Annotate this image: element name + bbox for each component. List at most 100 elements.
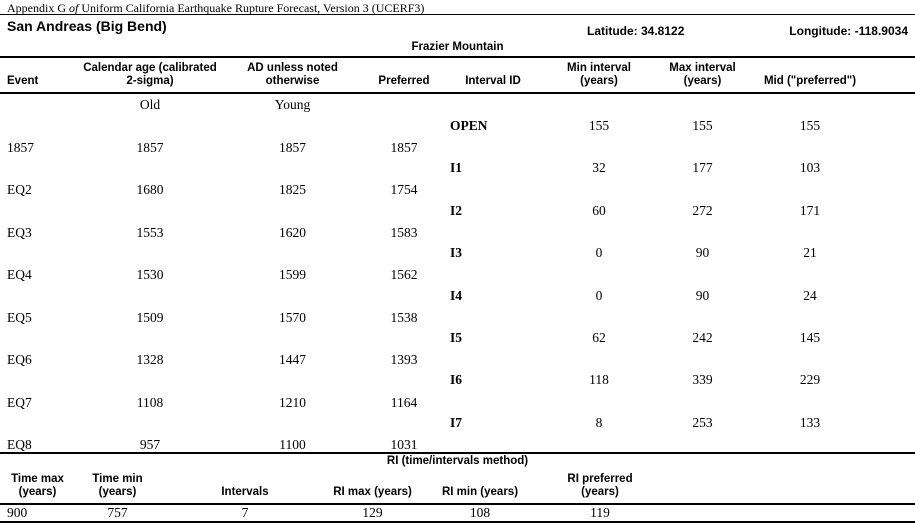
interval-min: 32 (592, 160, 606, 176)
table-row: I6 118 339 229 (443, 367, 915, 409)
event-young-age: 1620 (279, 224, 306, 240)
interval-id: I2 (450, 202, 463, 218)
interval-min: 0 (595, 245, 603, 261)
divider (0, 521, 915, 523)
table-row: EQ8 957 1100 1031 (0, 432, 443, 475)
interval-mid: 145 (799, 329, 821, 345)
column-header-min-interval: Min interval (years) (567, 62, 631, 87)
interval-min: 62 (592, 329, 606, 345)
event-id: EQ4 (7, 267, 32, 282)
column-header-event: Event (7, 74, 39, 87)
interval-min: 60 (592, 202, 606, 218)
event-old-age: 1509 (136, 309, 164, 325)
interval-max: 90 (695, 287, 710, 303)
event-preferred-age: 1393 (390, 352, 418, 367)
appendix-title-of: of (69, 1, 79, 15)
event-old-age: 1553 (136, 224, 164, 240)
column-header-ri-min: RI min (years) (441, 485, 519, 498)
table-row: EQ6 1328 1447 1393 (0, 347, 443, 390)
interval-id: I7 (450, 414, 463, 430)
table-row: EQ2 1680 1825 1754 (0, 177, 443, 220)
event-old-age: 1530 (136, 267, 164, 282)
column-header-ri-max: RI max (years) (333, 485, 412, 498)
subheader-young: Young (274, 97, 311, 112)
column-header-time-min: Time min (years) (92, 473, 143, 498)
event-id: EQ2 (7, 182, 32, 197)
site-name: San Andreas (Big Bend) (7, 18, 167, 34)
time-max-value: 900 (7, 505, 28, 520)
latitude-value: Latitude: 34.8122 (587, 24, 685, 38)
interval-max: 177 (692, 160, 713, 176)
column-header-ad: AD unless noted otherwise (247, 62, 338, 87)
table-row: I7 8 253 133 (443, 410, 915, 452)
longitude-value: Longitude: -118.9034 (789, 24, 908, 38)
table-row: Old Young (0, 92, 443, 135)
column-header-ri-preferred: RI preferred (years) (567, 473, 633, 498)
column-header-interval-id: Interval ID (465, 74, 521, 87)
event-old-age: 1328 (136, 352, 164, 367)
event-id: 1857 (7, 139, 34, 155)
time-min-value: 757 (107, 505, 128, 520)
table-row: EQ5 1509 1570 1538 (0, 305, 443, 348)
divider (0, 92, 915, 94)
interval-id: OPEN (450, 118, 488, 133)
interval-min: 0 (595, 287, 603, 303)
event-preferred-age: 1857 (390, 139, 418, 155)
interval-id: I6 (450, 372, 463, 388)
table-row: EQ4 1530 1599 1562 (0, 262, 443, 305)
intervals-value: 7 (241, 505, 249, 520)
event-preferred-age: 1031 (390, 437, 418, 452)
ri-section-title: RI (time/intervals method) (386, 455, 529, 467)
event-id: EQ6 (7, 352, 32, 367)
divider (0, 452, 915, 454)
interval-min: 8 (595, 414, 603, 430)
interval-mid: 24 (803, 287, 817, 303)
event-preferred-age: 1562 (390, 267, 418, 282)
event-young-age: 1100 (279, 437, 306, 452)
column-header-intervals: Intervals (221, 485, 269, 498)
table-row: OPEN 155 155 155 (443, 113, 915, 155)
event-old-age: 957 (139, 437, 161, 452)
table-row: I2 60 272 171 (443, 198, 915, 240)
table-row: EQ7 1108 1210 1164 (0, 390, 443, 433)
interval-table: OPEN 155 155 155 I1 32 177 103 I2 60 272… (443, 113, 915, 452)
subheader-old: Old (139, 97, 161, 112)
event-young-age: 1447 (279, 352, 306, 367)
column-header-mid-preferred: Mid ("preferred") (763, 74, 857, 87)
page-title: Appendix G of Uniform California Earthqu… (7, 1, 424, 16)
interval-mid: 103 (799, 160, 821, 176)
event-preferred-age: 1164 (390, 394, 418, 410)
table-row: I3 0 90 21 (443, 240, 915, 282)
section-title: Frazier Mountain (411, 41, 504, 53)
event-id: EQ5 (7, 309, 32, 325)
interval-mid: 155 (799, 118, 821, 133)
ri-preferred-value: 119 (590, 505, 610, 520)
table-row: 1857 1857 1857 1857 (0, 135, 443, 178)
event-id: EQ3 (7, 224, 32, 240)
table-row: I1 32 177 103 (443, 155, 915, 197)
divider (0, 14, 915, 15)
interval-mid: 133 (799, 414, 821, 430)
table-row: I5 62 242 145 (443, 325, 915, 367)
interval-max: 339 (692, 372, 713, 388)
interval-max: 253 (692, 414, 713, 430)
interval-max: 155 (692, 118, 713, 133)
table-row: I4 0 90 24 (443, 283, 915, 325)
column-header-preferred: Preferred (378, 74, 430, 87)
interval-id: I1 (450, 160, 463, 176)
column-header-max-interval: Max interval (years) (669, 62, 736, 87)
event-table: Old Young 1857 1857 1857 1857 EQ2 1680 1… (0, 92, 443, 475)
event-young-age: 1599 (279, 267, 306, 282)
divider (0, 503, 915, 505)
event-id: EQ8 (7, 437, 32, 452)
main-table-header-row: Event Calendar age (calibrated 2-sigma) A… (0, 58, 915, 90)
event-old-age: 1857 (136, 139, 164, 155)
appendix-title-prefix: Appendix G (7, 1, 69, 15)
event-old-age: 1680 (136, 182, 164, 197)
interval-id: I5 (450, 329, 463, 345)
event-preferred-age: 1754 (390, 182, 418, 197)
interval-min: 118 (589, 372, 609, 388)
event-id: EQ7 (7, 394, 32, 410)
ri-table-header-row: Time max (years) Time min (years) Interval… (0, 467, 915, 501)
